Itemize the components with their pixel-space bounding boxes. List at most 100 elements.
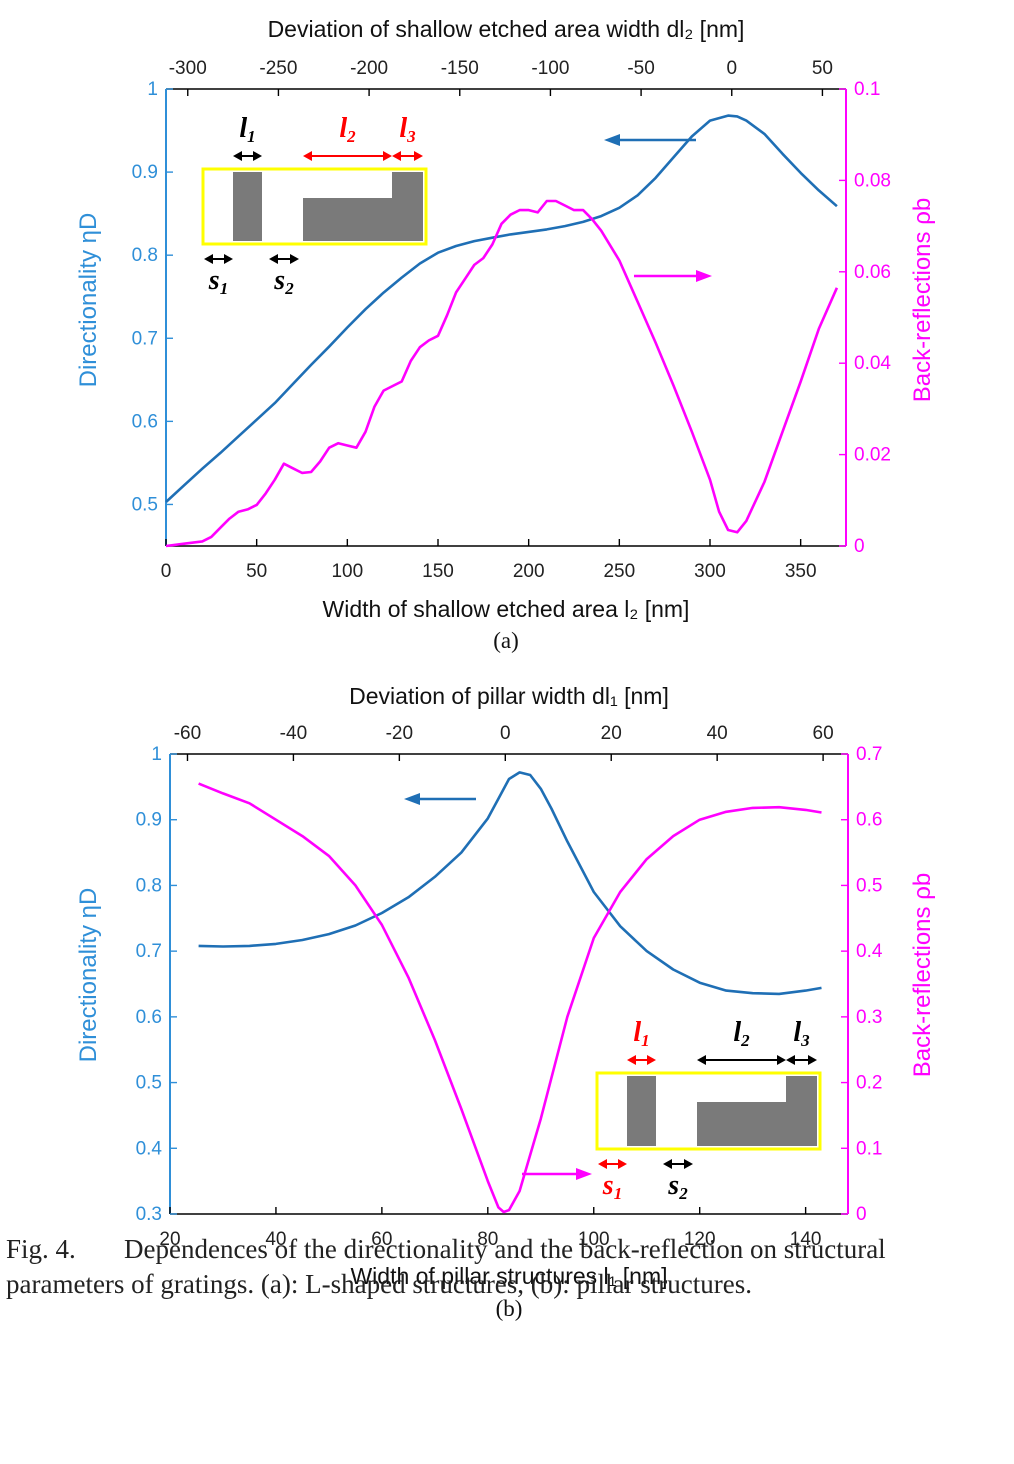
left-axis-arrow-head bbox=[604, 134, 620, 146]
y-right-axis-label: Back-reflections ρb bbox=[909, 873, 936, 1077]
y-right-tick-label: 0.2 bbox=[856, 1073, 882, 1094]
y-right-tick-label: 0.4 bbox=[856, 941, 883, 962]
y-left-axis-label: Directionality ηD bbox=[75, 888, 102, 1063]
inset-s1-arrow-head-left bbox=[598, 1159, 607, 1169]
top-tick-label: -60 bbox=[174, 723, 201, 744]
y-right-tick-label: 0.04 bbox=[854, 353, 891, 374]
inset-s1-label: s1 bbox=[602, 1170, 622, 1203]
y-right-tick-label: 0 bbox=[856, 1204, 867, 1225]
y-right-tick-label: 0.6 bbox=[856, 810, 882, 831]
y-right-axis-label: Back-reflections ρb bbox=[909, 198, 936, 402]
inset-l3-label: l3 bbox=[793, 1017, 810, 1050]
top-tick-label: 0 bbox=[726, 58, 737, 79]
inset-s1-arrow-head-left bbox=[204, 254, 213, 264]
y-left-tick-label: 1 bbox=[147, 79, 158, 100]
inset-l2-label: l2 bbox=[733, 1017, 750, 1050]
y-left-axis-label: Directionality ηD bbox=[75, 213, 102, 388]
inset-l3-arrow-head-right bbox=[808, 1055, 817, 1065]
back-reflection-series-line bbox=[165, 199, 839, 548]
x-tick-label: 200 bbox=[513, 561, 545, 582]
right-axis-arrow-head bbox=[576, 1168, 592, 1180]
y-left-tick-label: 0.4 bbox=[136, 1138, 163, 1159]
x-tick-label: 60 bbox=[371, 1229, 392, 1250]
inset-s2-arrow-head-left bbox=[663, 1159, 672, 1169]
y-left-tick-label: 0.6 bbox=[132, 411, 158, 432]
right-axis-arrow-head bbox=[696, 270, 712, 282]
inset-l1-label: l1 bbox=[239, 113, 255, 146]
top-tick-label: 50 bbox=[812, 58, 833, 79]
inset-pillar bbox=[627, 1076, 656, 1146]
inset-l1-arrow-head-right bbox=[647, 1055, 656, 1065]
top-x-axis-label: Deviation of shallow etched area width d… bbox=[268, 16, 745, 42]
top-x-axis-label: Deviation of pillar width dl₁ [nm] bbox=[349, 683, 669, 709]
caption-label: Fig. 4. bbox=[6, 1234, 76, 1264]
top-tick-label: -40 bbox=[280, 723, 307, 744]
y-left-tick-label: 0.6 bbox=[136, 1007, 162, 1028]
figure-caption: Fig. 4. Dependences of the directionality… bbox=[6, 1232, 1010, 1302]
directionality-series-line bbox=[198, 771, 822, 996]
caption-text-1: Dependences of the directionality and th… bbox=[124, 1234, 886, 1264]
directionality-series-line bbox=[165, 114, 838, 503]
inset-s1-label: s1 bbox=[208, 265, 228, 298]
top-tick-label: 60 bbox=[813, 723, 834, 744]
top-tick-label: -250 bbox=[259, 58, 297, 79]
y-left-tick-label: 0.3 bbox=[136, 1204, 162, 1225]
x-tick-label: 20 bbox=[159, 1229, 180, 1250]
y-right-tick-label: 0.08 bbox=[854, 170, 891, 191]
panel-label: (b) bbox=[496, 1296, 523, 1321]
inset-s2-label: s2 bbox=[273, 265, 294, 298]
y-right-tick-label: 0.7 bbox=[856, 744, 882, 765]
caption-line-1: Fig. 4. Dependences of the directionality… bbox=[6, 1232, 1010, 1267]
x-tick-label: 250 bbox=[603, 561, 635, 582]
inset-l3-arrow-head-left bbox=[786, 1055, 795, 1065]
left-axis-arrow-head bbox=[404, 793, 420, 805]
y-right-tick-label: 0.02 bbox=[854, 445, 891, 466]
x-tick-label: 350 bbox=[785, 561, 817, 582]
x-tick-label: 100 bbox=[578, 1229, 610, 1250]
inset-l1-arrow-head-left bbox=[627, 1055, 636, 1065]
inset-s2-arrow-head-right bbox=[684, 1159, 693, 1169]
inset-l1-arrow-head-right bbox=[253, 151, 262, 161]
y-right-tick-label: 0.06 bbox=[854, 262, 891, 283]
y-left-tick-label: 0.9 bbox=[136, 810, 162, 831]
inset-s1-arrow-head-right bbox=[618, 1159, 627, 1169]
x-tick-label: 100 bbox=[331, 561, 363, 582]
x-tick-label: 300 bbox=[694, 561, 726, 582]
inset-diagram: l1 l2 l3 s1 s2 bbox=[201, 113, 428, 298]
inset-l-shape bbox=[303, 172, 423, 241]
y-left-tick-label: 0.8 bbox=[132, 245, 158, 266]
top-tick-label: -100 bbox=[531, 58, 569, 79]
top-tick-label: -50 bbox=[627, 58, 654, 79]
inset-pillar bbox=[233, 172, 262, 241]
x-tick-label: 80 bbox=[477, 1229, 498, 1250]
x-tick-label: 120 bbox=[684, 1229, 716, 1250]
inset-l3-arrow-head-left bbox=[392, 151, 401, 161]
top-tick-label: -200 bbox=[350, 58, 388, 79]
inset-l2-arrow-head-right bbox=[383, 151, 392, 161]
inset-s2-arrow-head-left bbox=[269, 254, 278, 264]
y-right-tick-label: 0.1 bbox=[854, 79, 880, 100]
y-right-tick-label: 0.5 bbox=[856, 875, 882, 896]
panel-label: (a) bbox=[493, 628, 519, 653]
x-tick-label: 0 bbox=[161, 561, 172, 582]
y-left-tick-label: 0.5 bbox=[132, 494, 158, 515]
top-tick-label: -150 bbox=[441, 58, 479, 79]
inset-l2-arrow-head-left bbox=[697, 1055, 706, 1065]
top-tick-label: -300 bbox=[169, 58, 207, 79]
y-left-tick-label: 0.8 bbox=[136, 875, 162, 896]
inset-diagram: l1 l2 l3 s1 s2 bbox=[595, 1017, 822, 1203]
back-reflection-series-line bbox=[198, 782, 822, 1214]
inset-s2-arrow-head-right bbox=[290, 254, 299, 264]
x-axis-label: Width of pillar structures l₁ [nm] bbox=[350, 1263, 667, 1289]
x-tick-label: 50 bbox=[246, 561, 267, 582]
inset-l3-label: l3 bbox=[399, 113, 416, 146]
top-tick-label: -20 bbox=[386, 723, 413, 744]
x-tick-label: 40 bbox=[265, 1229, 286, 1250]
caption-line-2: parameters of gratings. (a): L-shaped st… bbox=[6, 1269, 752, 1299]
y-right-tick-label: 0.3 bbox=[856, 1007, 882, 1028]
panel-b-chart: 20 40 60 80 100 120 140 -60 -40 -20 0 20 40 60 1 0.9 0.8… bbox=[75, 683, 936, 1321]
x-tick-label: 150 bbox=[422, 561, 454, 582]
y-left-tick-label: 0.7 bbox=[132, 328, 158, 349]
inset-l-shape bbox=[697, 1076, 817, 1146]
